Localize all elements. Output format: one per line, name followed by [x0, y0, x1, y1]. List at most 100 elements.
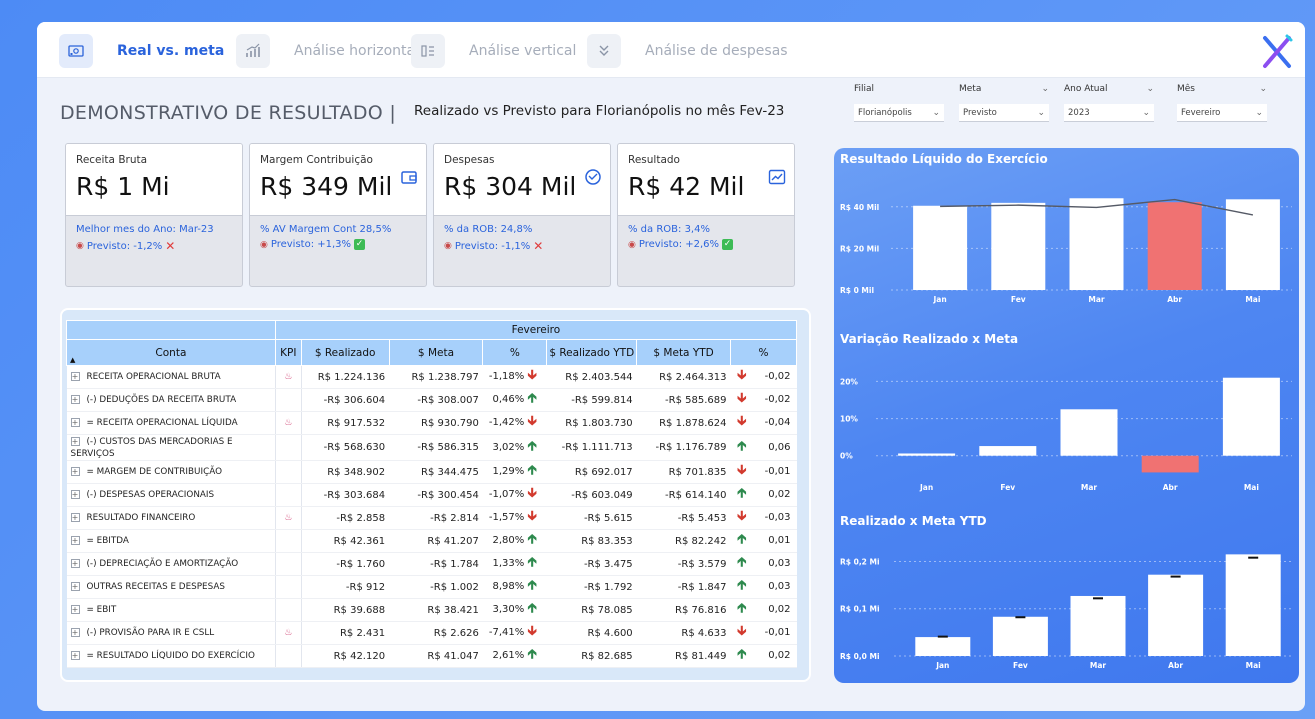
- bar-mar[interactable]: [1070, 595, 1126, 656]
- cell-conta: + RECEITA OPERACIONAL BRUTA: [66, 365, 276, 389]
- table-row[interactable]: + (-) PROVISÃO PARA IR E CSLL ♨ R$ 2.431 R$ …: [66, 621, 797, 645]
- cell-realizado: R$ 42.361: [301, 529, 390, 553]
- kpi-flag-icon: ♨: [284, 628, 293, 638]
- x-tick-label: Mar: [1088, 295, 1105, 304]
- target-marker: [1093, 597, 1103, 600]
- kpi-detail: % da ROB: 24,8%: [444, 224, 533, 235]
- cell-realizado-ytd: R$ 78.085: [546, 598, 637, 622]
- table-row[interactable]: + = RESULTADO LÍQUIDO DO EXERCÍCIO R$ 42.1…: [66, 644, 797, 668]
- cell-realizado-ytd: -R$ 599.814: [546, 388, 637, 412]
- table-row[interactable]: + = EBITDA R$ 42.361 R$ 41.207 2,80% 🡱 R$ 83.…: [66, 529, 797, 553]
- column-header-meta-ytd[interactable]: $ Meta YTD: [636, 339, 731, 366]
- bar-jan[interactable]: [915, 637, 971, 656]
- cell-pct-ytd: 🡱 0,02: [730, 483, 797, 507]
- table-row[interactable]: + RESULTADO FINANCEIRO ♨ -R$ 2.858 -R$ 2.814…: [66, 506, 797, 530]
- bar-mar[interactable]: [1069, 198, 1124, 290]
- pct-value: 3,30%: [492, 604, 525, 615]
- target-icon: ◉: [628, 239, 636, 250]
- kpi-card-despesas: Despesas R$ 304 Mil % da ROB: 24,8% ◉ Pre…: [433, 143, 611, 287]
- table-row[interactable]: + (-) DEPRECIAÇÃO E AMORTIZAÇÃO -R$ 1.760-…: [66, 552, 797, 576]
- bar-mai[interactable]: [1225, 554, 1281, 656]
- expand-icon[interactable]: +: [70, 651, 80, 660]
- bar-fev[interactable]: [991, 202, 1046, 290]
- filter-meta[interactable]: Meta ⌄ Previsto ⌄: [959, 84, 1049, 122]
- nav-item-real-vs-meta[interactable]: Real vs. meta: [59, 34, 224, 68]
- table-row[interactable]: + = EBIT R$ 39.688 R$ 38.421 3,30% 🡱 R$ 78.08…: [66, 598, 797, 622]
- bar-abr[interactable]: [1141, 455, 1199, 473]
- expand-icon[interactable]: +: [70, 372, 80, 381]
- bar-jan[interactable]: [898, 453, 956, 456]
- cell-realizado-ytd: -R$ 1.111.713: [546, 434, 637, 461]
- expand-icon[interactable]: +: [70, 436, 80, 446]
- pct-ytd-value: -0,02: [764, 371, 791, 382]
- cell-pct-ytd: 🡱 0,03: [730, 575, 797, 599]
- conta-label: RECEITA OPERACIONAL BRUTA: [86, 372, 221, 382]
- bar-mai[interactable]: [1225, 199, 1280, 290]
- filter-dropdown[interactable]: Florianópolis ⌄: [854, 104, 944, 122]
- column-header-realizado-ytd[interactable]: $ Realizado YTD: [546, 339, 638, 366]
- kpi-detail: Melhor mes do Ano: Mar-23: [76, 224, 214, 235]
- expand-icon[interactable]: +: [70, 490, 80, 499]
- nav-item-analise-vertical[interactable]: Análise vertical: [411, 34, 576, 68]
- cell-conta: + OUTRAS RECEITAS E DESPESAS: [66, 575, 276, 599]
- expand-icon[interactable]: +: [70, 467, 80, 476]
- cell-kpi: [274, 434, 302, 461]
- table-row[interactable]: + (-) DESPESAS OPERACIONAIS -R$ 303.684 -R$…: [66, 483, 797, 507]
- cell-conta: + = RECEITA OPERACIONAL LÍQUIDA: [66, 411, 276, 435]
- filter-dropdown[interactable]: 2023 ⌄: [1064, 104, 1154, 122]
- cell-meta: -R$ 2.814: [389, 506, 483, 530]
- bar-fev[interactable]: [979, 446, 1037, 456]
- bar-abr[interactable]: [1148, 574, 1204, 656]
- filter-dropdown[interactable]: Previsto ⌄: [959, 104, 1049, 122]
- cell-realizado: -R$ 912: [301, 575, 390, 599]
- nav-item-analise-horizontal[interactable]: Análise horizontal: [236, 34, 419, 68]
- column-header-realizado[interactable]: $ Realizado: [300, 339, 390, 366]
- bar-abr[interactable]: [1147, 202, 1202, 290]
- expand-icon[interactable]: +: [70, 559, 80, 568]
- table-row[interactable]: + = RECEITA OPERACIONAL LÍQUIDA ♨ R$ 917.53…: [66, 411, 797, 435]
- pct-ytd-value: 0,02: [768, 604, 791, 615]
- filter-ano-atual[interactable]: Ano Atual ⌄ 2023 ⌄: [1064, 84, 1154, 122]
- pct-ytd-value: 0,01: [768, 535, 791, 546]
- table-row[interactable]: + = MARGEM DE CONTRIBUIÇÃO R$ 348.902 R$ 34…: [66, 460, 797, 484]
- cell-realizado: -R$ 568.630: [301, 434, 390, 461]
- cell-pct-ytd: 🡳 -0,02: [730, 365, 797, 389]
- bar-fev[interactable]: [992, 616, 1048, 656]
- filter-dropdown[interactable]: Fevereiro ⌄: [1177, 104, 1267, 122]
- conta-label: (-) DEDUÇÕES DA RECEITA BRUTA: [86, 395, 237, 405]
- arrow-up-icon: 🡱: [737, 601, 747, 616]
- filter-filial[interactable]: Filial Florianópolis ⌄: [854, 84, 944, 122]
- expand-icon[interactable]: +: [70, 628, 80, 637]
- nav-item-analise-despesas[interactable]: Análise de despesas: [587, 34, 788, 68]
- expand-icon[interactable]: +: [70, 605, 80, 614]
- cell-kpi: [274, 529, 302, 553]
- top-navbar: Real vs. meta Análise horizontal Análise…: [37, 22, 1305, 78]
- kpi-card-resultado: Resultado R$ 42 Mil % da ROB: 3,4% ◉ Prev…: [617, 143, 795, 287]
- filter-mes[interactable]: Mês ⌄ Fevereiro ⌄: [1177, 84, 1267, 122]
- table-row[interactable]: + (-) DEDUÇÕES DA RECEITA BRUTA -R$ 306.60…: [66, 388, 797, 412]
- expand-icon[interactable]: +: [70, 513, 80, 522]
- kpi-label: Despesas: [444, 154, 495, 166]
- column-header-kpi[interactable]: KPI: [274, 339, 302, 366]
- table-row[interactable]: + OUTRAS RECEITAS E DESPESAS -R$ 912 -R$ 1.…: [66, 575, 797, 599]
- chart-title-variacao: Variação Realizado x Meta: [840, 332, 1019, 346]
- expand-icon[interactable]: +: [70, 418, 80, 427]
- chevron-down-icon: ⌄: [1041, 84, 1049, 94]
- bar-mar[interactable]: [1060, 409, 1118, 456]
- bar-jan[interactable]: [913, 205, 968, 290]
- arrow-up-icon: 🡱: [527, 555, 537, 570]
- chevron-down-icon: ⌄: [1142, 107, 1150, 118]
- column-header-pct[interactable]: %: [482, 339, 548, 366]
- table-row[interactable]: + RECEITA OPERACIONAL BRUTA ♨ R$ 1.224.136 R…: [66, 365, 797, 389]
- table-row[interactable]: + (-) CUSTOS DAS MERCADORIAS E SERVIÇOS -R…: [66, 434, 797, 461]
- column-header-conta[interactable]: Conta ▲: [66, 339, 276, 366]
- expand-icon[interactable]: +: [70, 395, 80, 404]
- bar-mai[interactable]: [1222, 377, 1280, 456]
- expand-icon[interactable]: +: [70, 536, 80, 545]
- column-header-meta[interactable]: $ Meta: [388, 339, 484, 366]
- expand-icon[interactable]: +: [70, 582, 80, 591]
- arrow-down-icon: 🡳: [527, 486, 537, 501]
- column-header-pct-ytd[interactable]: %: [730, 339, 797, 366]
- cell-pct-ytd: 🡱 0,03: [730, 552, 797, 576]
- arrow-up-icon: 🡱: [527, 601, 537, 616]
